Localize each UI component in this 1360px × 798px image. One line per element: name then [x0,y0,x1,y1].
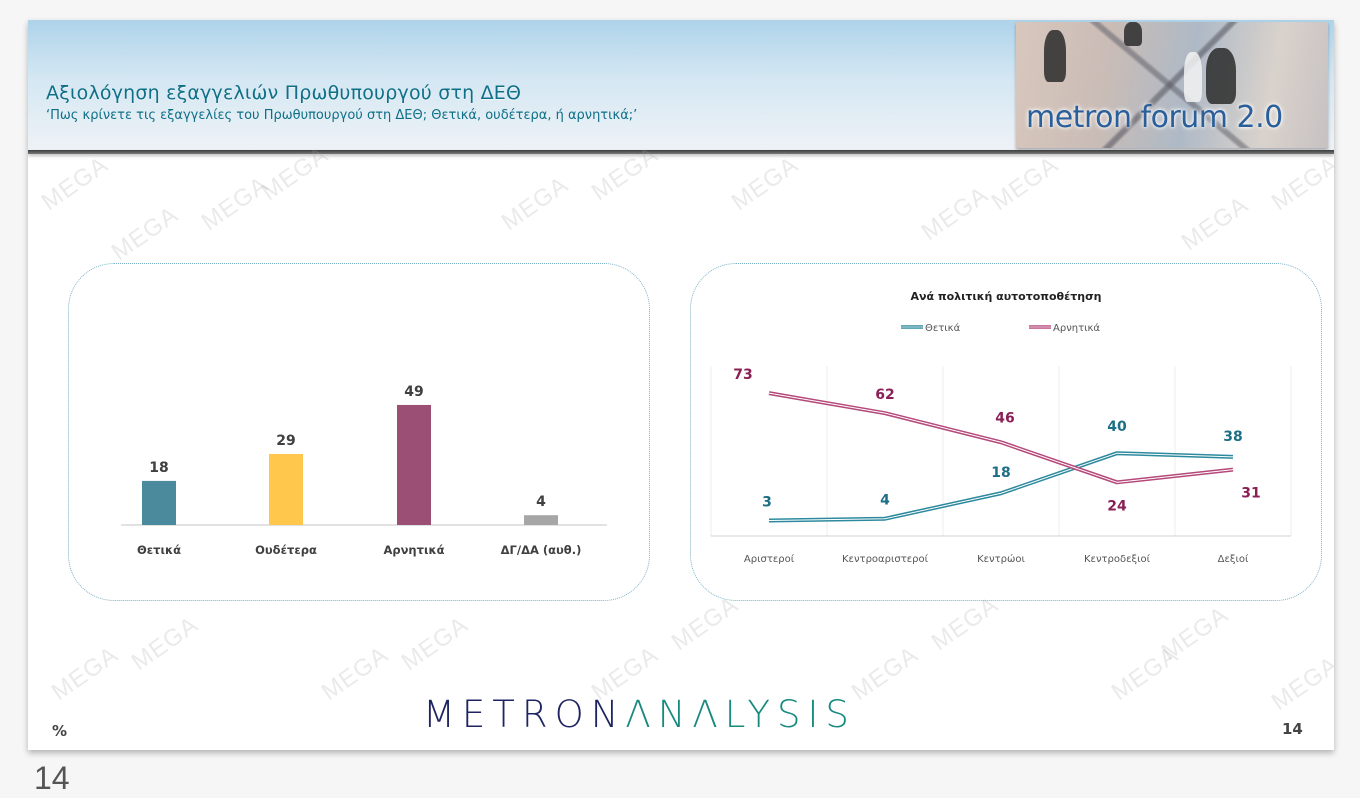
point-value-label: 31 [1241,486,1260,502]
bar [397,404,431,525]
metron-forum-logo: metron forum 2.0 [1016,22,1328,148]
bar-value-label: 18 [149,460,168,476]
line-chart-panel: Ανά πολιτική αυτοτοποθέτηση Θετικά Αρνητι… [690,263,1322,601]
slide-title: Αξιολόγηση εξαγγελιών Πρωθυπουργού στη Δ… [46,82,522,104]
series-line-highlight [768,452,1234,522]
bar-category-label: ΔΓ/ΔΑ (αυθ.) [501,543,582,557]
line-chart-title: Ανά πολιτική αυτοτοποθέτηση [910,290,1101,303]
watermark: MEGA [846,641,924,707]
watermark: MEGA [726,151,804,217]
watermark: MEGA [396,611,474,677]
watermark: MEGA [126,611,204,677]
x-category-label: Κεντροδεξιοί [1084,553,1151,565]
watermark: MEGA [46,641,124,707]
slide-subtitle: ‘Πως κρίνετε τις εξαγγελίες του Πρωθυπου… [46,108,638,123]
point-value-label: 3 [762,495,772,511]
bar-value-label: 49 [404,384,423,400]
point-value-label: 38 [1223,429,1242,445]
bar-chart: 18 Θετικά 29 Ουδέτερα 49 Αρνητικά 4 ΔΓ/ΔΑ (αυθ.… [121,384,607,557]
point-value-label: 62 [875,387,894,403]
slide: Αξιολόγηση εξαγγελιών Πρωθυπουργού στη Δ… [28,20,1334,750]
point-value-label: 46 [995,410,1014,426]
line-chart-legend: Θετικά Αρνητικά [901,322,1100,334]
bar-chart-panel: 18 Θετικά 29 Ουδέτερα 49 Αρνητικά 4 ΔΓ/ΔΑ (αυθ.… [68,263,650,601]
slide-page-number: 14 [1282,720,1303,738]
bar-category-label: Θετικά [137,543,181,557]
bar-value-label: 29 [276,433,295,449]
bar-category-label: Αρνητικά [383,543,444,557]
outer-page-number: 14 [34,760,70,796]
series-line [768,451,1234,523]
watermark: MEGA [36,151,114,217]
person-figure-icon [1044,30,1066,82]
watermark: MEGA [1156,601,1234,667]
point-value-label: 40 [1107,419,1127,435]
watermark: MEGA [1106,641,1184,707]
watermark: MEGA [496,171,574,237]
watermark: MEGA [316,641,394,707]
watermark: MEGA [196,171,274,237]
series-line-highlight [768,392,1234,483]
bar [269,453,303,525]
line-chart-grid [710,366,1292,537]
bar-value-label: 4 [536,494,546,510]
brand-part-analysis: ΛNΛLYSIS [625,693,856,736]
metron-analysis-logo: METRONΛNΛLYSIS [423,693,856,736]
person-figure-icon [1124,22,1142,46]
forum-logo-text: metron forum 2.0 [1026,100,1283,135]
watermark: MEGA [986,151,1064,217]
point-value-label: 24 [1107,498,1127,514]
line-chart-series [768,391,1234,523]
header-divider [28,150,1334,154]
x-category-label: Δεξιοί [1218,553,1249,565]
x-category-label: Κεντρώοι [977,553,1025,565]
bar [524,515,558,525]
x-category-label: Κεντροαριστεροί [842,553,929,565]
legend-label: Θετικά [925,322,961,334]
slide-header: Αξιολόγηση εξαγγελιών Πρωθυπουργού στη Δ… [28,20,1334,150]
watermark: MEGA [1176,191,1254,257]
legend-label: Αρνητικά [1053,322,1100,334]
x-category-label: Αριστεροί [744,553,795,565]
bar-category-label: Ουδέτερα [255,543,317,557]
point-value-label: 18 [991,465,1010,481]
brand-part-metron: METRON [423,693,626,736]
watermark: MEGA [106,201,184,267]
person-figure-icon [1206,48,1236,104]
watermark: MEGA [1266,651,1334,717]
line-chart-labels: Αριστεροί Κεντροαριστεροί Κεντρώοι Κεντροδε… [733,367,1260,565]
line-chart: Ανά πολιτική αυτοτοποθέτηση Θετικά Αρνητι… [710,290,1292,565]
point-value-label: 4 [880,493,890,509]
unit-label: % [52,722,68,740]
watermark: MEGA [916,181,994,247]
watermark: MEGA [1266,151,1334,217]
person-figure-icon [1184,52,1202,102]
point-value-label: 73 [733,367,752,383]
bars: 18 Θετικά 29 Ουδέτερα 49 Αρνητικά 4 ΔΓ/ΔΑ (αυθ.… [137,384,581,557]
bar [142,480,176,525]
